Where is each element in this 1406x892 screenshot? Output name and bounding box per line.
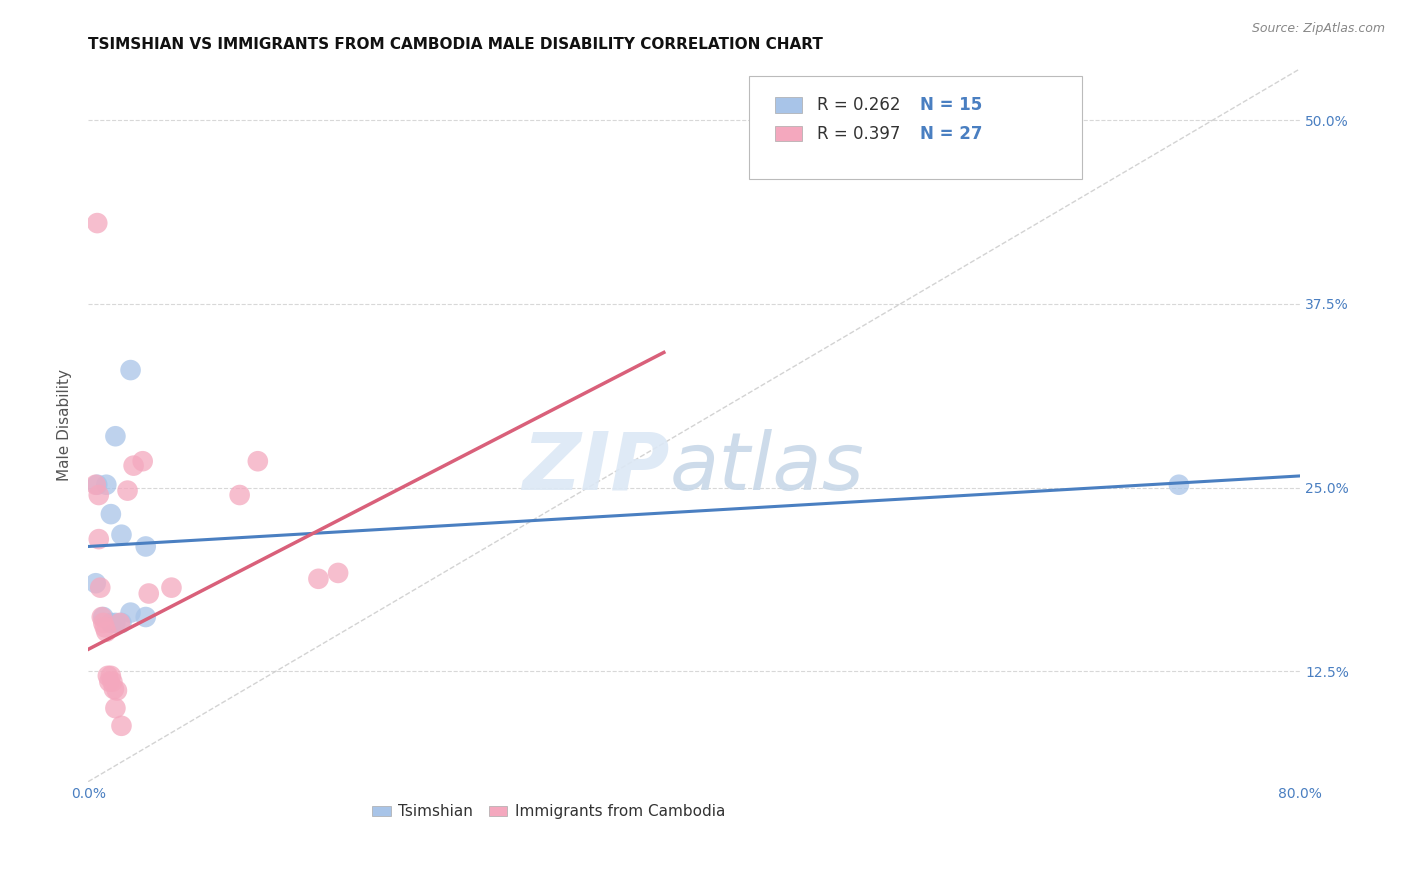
Point (104, 429, 127, 443)
Text: N = 15: N = 15 (920, 96, 981, 114)
Point (135, 610, 157, 624)
Point (100, 615, 122, 630)
Point (87, 488, 110, 502)
Point (110, 719, 132, 733)
Text: R = 0.397: R = 0.397 (817, 125, 915, 143)
Point (100, 669, 122, 683)
Point (228, 488, 250, 502)
Point (326, 566, 349, 580)
FancyBboxPatch shape (748, 76, 1083, 179)
Point (307, 572, 329, 586)
Point (246, 454, 269, 468)
Point (108, 615, 131, 630)
Point (101, 674, 124, 689)
Point (87, 532, 110, 546)
FancyBboxPatch shape (775, 97, 801, 113)
Legend: Tsimshian, Immigrants from Cambodia: Tsimshian, Immigrants from Cambodia (367, 798, 731, 825)
Point (96, 477, 118, 491)
Point (91, 615, 114, 630)
Text: Source: ZipAtlas.com: Source: ZipAtlas.com (1251, 22, 1385, 36)
Point (160, 581, 183, 595)
Point (97, 669, 120, 683)
Point (110, 615, 132, 630)
Point (90, 610, 112, 624)
Text: atlas: atlas (669, 429, 865, 507)
Point (104, 701, 127, 715)
FancyBboxPatch shape (775, 126, 801, 142)
Point (100, 507, 122, 521)
Point (84, 477, 107, 491)
Point (1167, 477, 1189, 491)
Point (120, 606, 142, 620)
Point (135, 540, 157, 554)
Point (131, 454, 153, 468)
Point (117, 483, 139, 498)
Point (86, 216, 108, 230)
Point (84, 576, 107, 591)
Point (86, 477, 108, 491)
Y-axis label: Male Disability: Male Disability (58, 369, 72, 481)
Point (104, 615, 127, 630)
Point (120, 363, 142, 377)
Point (103, 681, 125, 696)
Point (91, 610, 114, 624)
Text: ZIP: ZIP (523, 429, 669, 507)
Text: TSIMSHIAN VS IMMIGRANTS FROM CAMBODIA MALE DISABILITY CORRELATION CHART: TSIMSHIAN VS IMMIGRANTS FROM CAMBODIA MA… (89, 37, 823, 53)
Point (105, 683, 128, 698)
Text: R = 0.262: R = 0.262 (817, 96, 915, 114)
Point (94, 620, 117, 634)
Text: N = 27: N = 27 (920, 125, 981, 143)
Point (98, 674, 121, 689)
Point (96, 624, 118, 639)
Point (89, 581, 111, 595)
Point (110, 527, 132, 541)
Point (122, 458, 145, 473)
Point (138, 586, 160, 600)
